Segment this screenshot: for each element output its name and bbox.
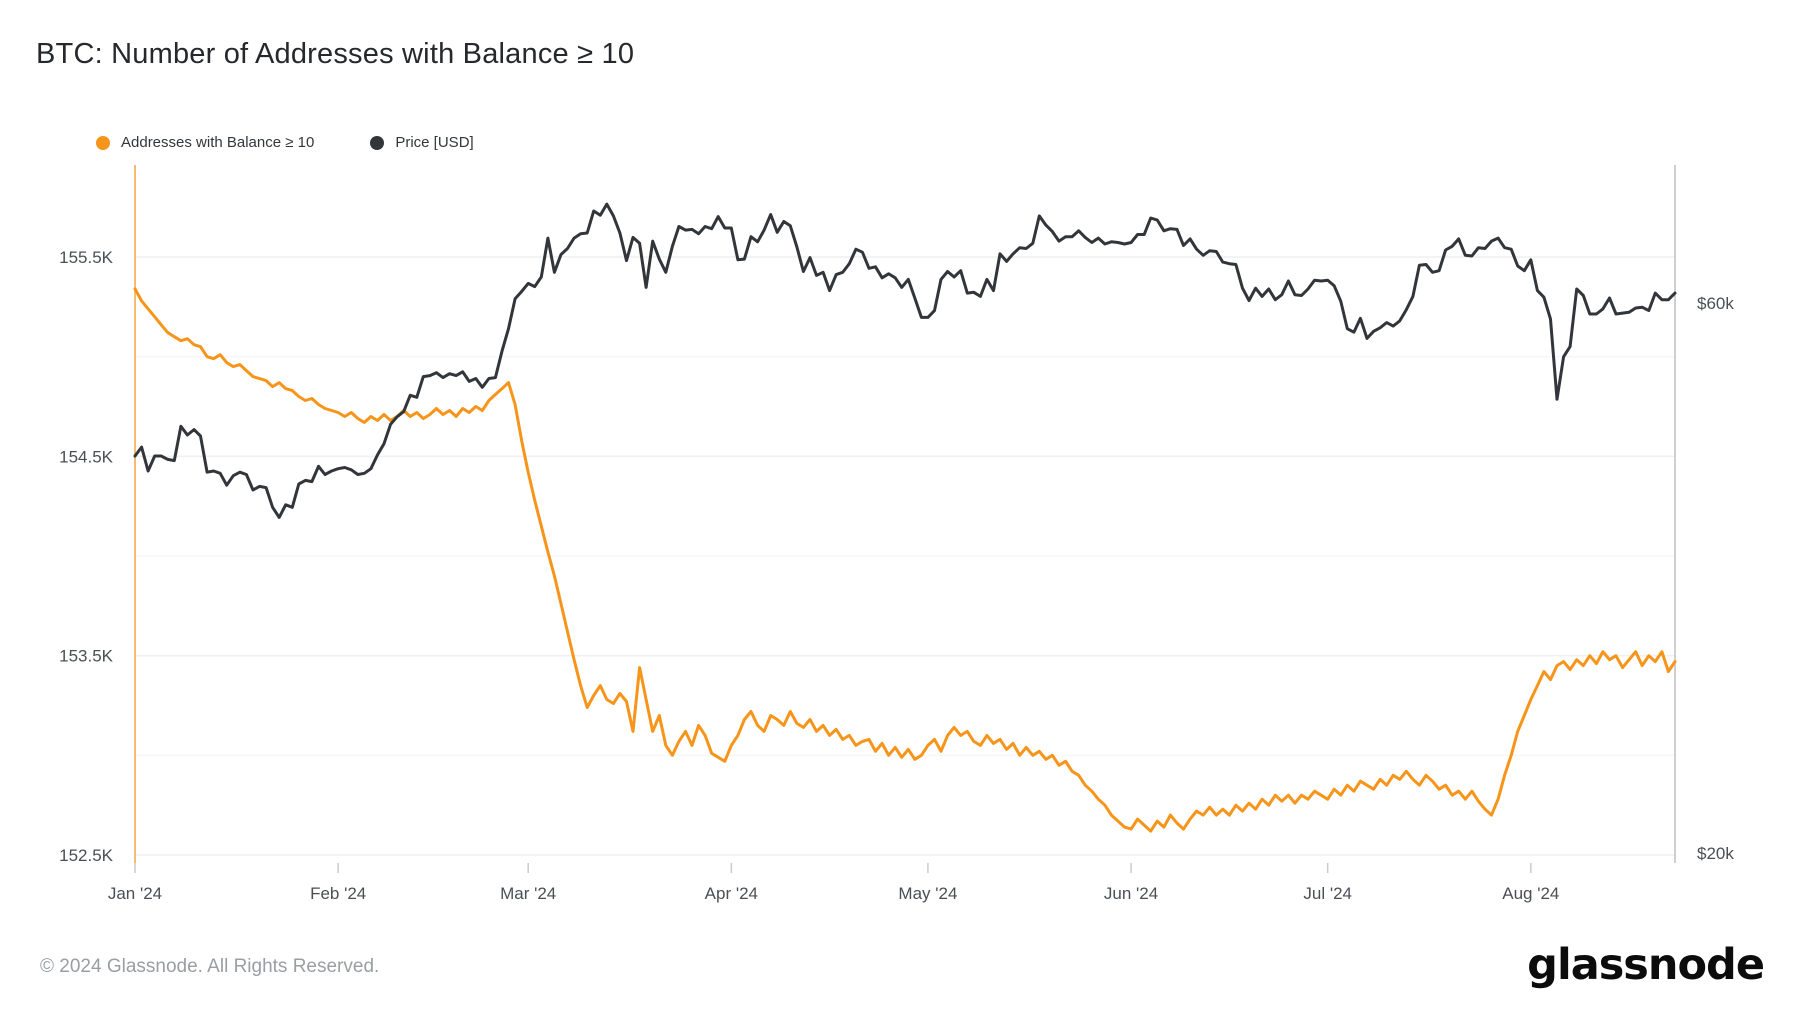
addresses-series-line[interactable] [133,287,1677,833]
legend-item-addresses[interactable]: Addresses with Balance ≥ 10 [96,134,314,151]
x-axis-month-label: Jan '24 [108,884,162,903]
y-axis-left-tick-label: 154.5K [59,447,114,466]
x-axis-month-label: Jul '24 [1303,884,1352,903]
y-axis-right-tick-label: $60k [1697,294,1734,313]
addresses-series-dot-icon [96,135,110,150]
price-series-dot-icon [370,135,385,150]
page-title: BTC: Number of Addresses with Balance ≥ … [36,38,635,70]
price-series-line[interactable] [133,202,1677,519]
glassnode-logo: glassnode [1527,940,1765,990]
x-axis-month-label: Mar '24 [500,884,556,903]
chart-legend: Addresses with Balance ≥ 10 Price [USD] [96,134,474,151]
y-axis-left-tick-label: 152.5K [59,846,114,865]
x-axis-month-label: Jun '24 [1104,884,1158,903]
x-axis-month-label: May '24 [898,884,957,903]
copyright-text: © 2024 Glassnode. All Rights Reserved. [40,956,380,977]
y-axis-right-tick-label: $20k [1697,844,1734,863]
x-axis-month-label: Apr '24 [705,884,758,903]
y-axis-left-tick-label: 155.5K [59,248,114,267]
legend-label-price: Price [USD] [395,134,474,151]
x-axis-month-label: Feb '24 [310,884,366,903]
legend-label-addresses: Addresses with Balance ≥ 10 [121,134,315,151]
y-axis-left-tick-label: 153.5K [59,647,114,666]
x-axis-month-label: Aug '24 [1502,884,1559,903]
legend-item-price[interactable]: Price [USD] [370,134,474,151]
